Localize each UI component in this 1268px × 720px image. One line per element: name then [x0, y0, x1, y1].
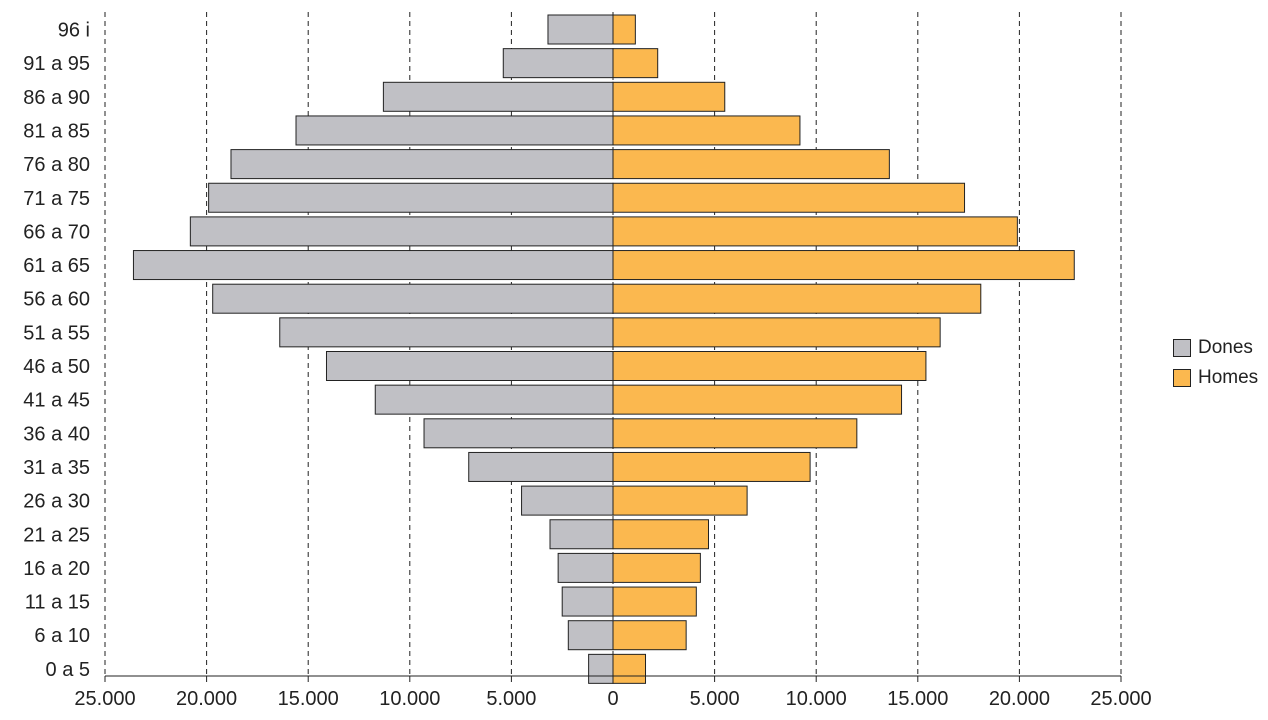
bar-dones [279, 317, 614, 348]
bar-homes [612, 586, 697, 617]
legend-label-homes: Homes [1198, 367, 1259, 388]
category-label: 41 a 45 [23, 390, 90, 412]
bar-homes [612, 384, 903, 415]
category-label: 86 a 90 [23, 87, 90, 109]
bar-homes [612, 653, 647, 684]
bar-dones [468, 451, 614, 482]
bar-dones [325, 351, 614, 381]
category-label: 96 i [58, 20, 90, 42]
category-label: 61 a 65 [23, 255, 90, 277]
legend-item-dones: Dones [1173, 333, 1258, 363]
bar-homes [612, 485, 748, 516]
category-label: 21 a 25 [23, 524, 90, 546]
bar-dones [588, 653, 614, 684]
bar-homes [612, 519, 710, 550]
bar-dones [561, 586, 614, 617]
bar-homes [612, 216, 1018, 247]
x-tick-label: 20.000 [989, 688, 1050, 710]
bar-homes [612, 620, 687, 651]
bar-dones [521, 485, 614, 516]
x-tick-label: 5.000 [486, 688, 536, 710]
bar-homes [612, 182, 966, 213]
category-label: 16 a 20 [23, 558, 90, 580]
bar-dones [567, 620, 614, 651]
bar-homes [612, 552, 701, 583]
legend-item-homes: Homes [1173, 363, 1258, 393]
bar-dones [230, 149, 614, 180]
category-label: 36 a 40 [23, 423, 90, 445]
category-label: 6 a 10 [34, 625, 90, 647]
bar-homes [612, 48, 659, 79]
bar-dones [189, 216, 614, 247]
category-label: 81 a 85 [23, 120, 90, 142]
legend-swatch-dones [1173, 339, 1191, 357]
x-tick-label: 0 [607, 688, 618, 710]
x-tick-label: 5.000 [690, 688, 740, 710]
bar-dones [212, 283, 614, 314]
bar-dones [502, 48, 614, 79]
x-tick-label: 25.000 [1090, 688, 1151, 710]
x-tick-label: 10.000 [786, 688, 847, 710]
category-label: 71 a 75 [23, 188, 90, 210]
legend-swatch-homes [1173, 369, 1191, 387]
category-label: 76 a 80 [23, 154, 90, 176]
bar-dones [295, 115, 614, 146]
x-tick-label: 20.000 [176, 688, 237, 710]
bar-dones [549, 519, 614, 550]
category-label: 51 a 55 [23, 322, 90, 344]
category-label: 0 a 5 [46, 659, 90, 681]
category-label: 91 a 95 [23, 53, 90, 75]
bar-homes [612, 115, 801, 146]
bar-dones [557, 552, 614, 583]
bar-dones [132, 250, 614, 281]
category-label: 11 a 15 [25, 592, 90, 614]
x-tick-label: 25.000 [74, 688, 135, 710]
bar-dones [382, 81, 614, 112]
x-tick-label: 15.000 [887, 688, 948, 710]
bar-homes [612, 317, 941, 348]
bar-homes [612, 81, 726, 112]
bar-dones [547, 14, 614, 45]
bar-homes [612, 351, 927, 381]
x-tick-label: 10.000 [379, 688, 440, 710]
x-tick-label: 15.000 [278, 688, 339, 710]
legend-label-dones: Dones [1198, 337, 1253, 358]
category-label: 66 a 70 [23, 221, 90, 243]
bar-dones [374, 384, 614, 415]
category-label: 56 a 60 [23, 289, 90, 311]
bar-homes [612, 283, 982, 314]
chart-legend: Dones Homes [1173, 333, 1258, 393]
category-label: 31 a 35 [23, 457, 90, 479]
bar-homes [612, 418, 858, 449]
category-label: 26 a 30 [23, 491, 90, 513]
bar-dones [208, 182, 614, 213]
bar-dones [423, 418, 614, 449]
bar-homes [612, 14, 636, 45]
bar-homes [612, 250, 1075, 281]
bar-homes [612, 149, 890, 180]
bar-homes [612, 451, 811, 482]
category-label: 46 a 50 [23, 356, 90, 378]
